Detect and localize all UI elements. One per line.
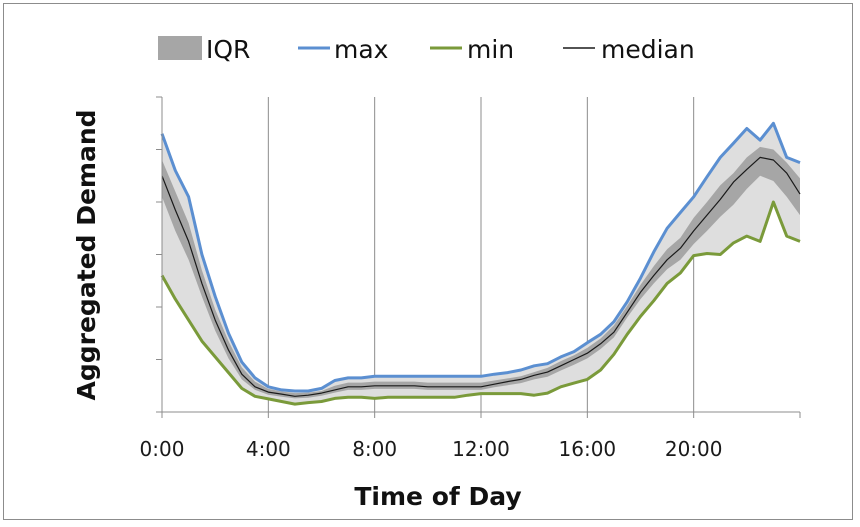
- x-tick-label-5: 20:00: [665, 437, 723, 461]
- x-tick-label-1: 4:00: [246, 437, 291, 461]
- x-axis-title: Time of Day: [354, 482, 521, 511]
- x-tick-labels: 0:00 4:00 8:00 12:00 16:00 20:00: [140, 437, 723, 461]
- iqr-band: [162, 146, 800, 399]
- legend-label-iqr: IQR: [206, 35, 250, 64]
- x-tick-label-4: 16:00: [559, 437, 617, 461]
- axes: [156, 96, 801, 418]
- series-lines: [160, 121, 801, 406]
- series-line-min: [160, 200, 801, 406]
- legend-swatch-iqr: [158, 36, 202, 60]
- series-line-max: [160, 121, 801, 393]
- gridlines: [267, 97, 695, 412]
- legend-label-median: median: [601, 35, 695, 64]
- x-tick-label-2: 8:00: [352, 437, 397, 461]
- legend: IQR max min median: [158, 35, 695, 64]
- x-tick-label-3: 12:00: [452, 437, 510, 461]
- series-line-median: [161, 156, 801, 397]
- x-tick-label-0: 0:00: [140, 437, 185, 461]
- legend-label-min: min: [467, 35, 514, 64]
- bands: [162, 123, 800, 405]
- legend-label-max: max: [334, 35, 388, 64]
- y-axis-title: Aggregated Demand: [72, 109, 101, 400]
- chart-frame: [3, 3, 853, 520]
